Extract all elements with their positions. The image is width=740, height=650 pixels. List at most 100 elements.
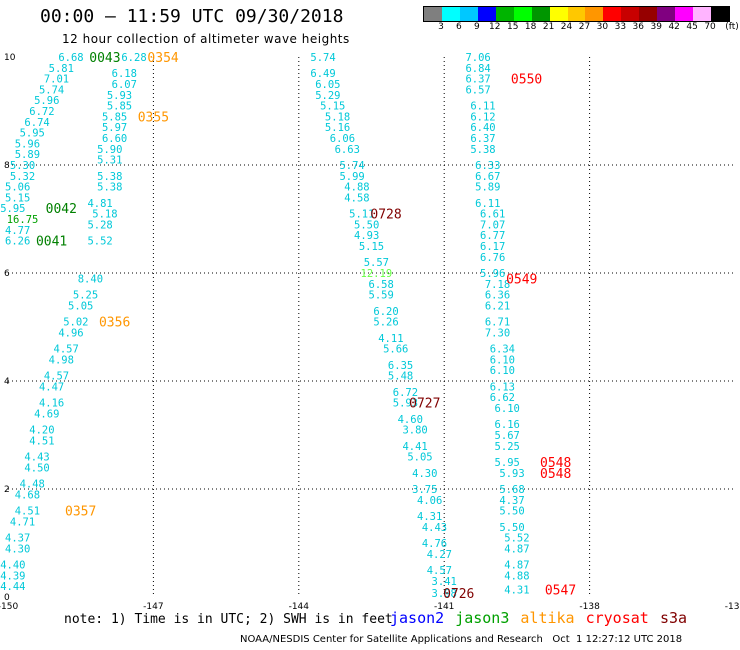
color-scale-label: 18 (524, 22, 537, 32)
wave-height-value: 5.18 (325, 111, 350, 123)
wave-height-value: 5.95 (495, 457, 520, 469)
wave-height-value: 4.40 (0, 560, 25, 572)
wave-height-value: 4.57 (54, 344, 79, 356)
wave-height-value: 4.06 (417, 495, 442, 507)
wave-height-value: 4.41 (402, 441, 427, 453)
wave-height-value: 5.89 (475, 182, 500, 194)
wave-height-value: 5.48 (388, 371, 413, 383)
wave-height-value: 4.51 (15, 506, 40, 518)
pass-time-label: 0547 (545, 583, 576, 598)
wave-height-value: 5.26 (373, 317, 398, 329)
color-swatch (531, 7, 550, 21)
wave-height-value: 4.37 (499, 495, 524, 507)
pass-time-label: 0550 (511, 73, 542, 88)
units-label: (ft) (725, 22, 739, 32)
wave-height-value: 5.59 (369, 290, 394, 302)
wave-height-value: 5.93 (393, 398, 418, 410)
wave-height-value: 6.26 (5, 236, 30, 248)
wave-height-value: 6.84 (465, 63, 490, 75)
wave-height-value: 5.74 (339, 160, 364, 172)
wave-height-value: 6.63 (335, 144, 360, 156)
wave-height-value: 5.68 (499, 484, 524, 496)
wave-height-value: 6.06 (330, 133, 355, 145)
x-tick-label: -150 (0, 602, 18, 612)
wave-height-value: 5.95 (0, 203, 25, 215)
color-scale-label: 30 (596, 22, 609, 32)
color-scale-label: 15 (506, 22, 519, 32)
color-scale-label: 12 (489, 22, 501, 32)
wave-height-value: 4.48 (20, 479, 45, 491)
color-swatch (675, 7, 694, 21)
wave-height-value: 4.16 (39, 398, 64, 410)
pass-time-label: 0548 (540, 467, 571, 482)
color-scale-label: 33 (614, 22, 627, 32)
wave-height-value: 6.72 (29, 106, 54, 118)
color-swatch (657, 7, 676, 21)
wave-height-value: 6.57 (465, 84, 490, 96)
pass-time-label: 0549 (506, 272, 537, 287)
footer-credit: NOAA/NESDIS Center for Satellite Applica… (240, 634, 683, 645)
color-swatch (549, 7, 568, 21)
wave-height-value: 16.75 (7, 214, 39, 226)
wave-height-value: 5.93 (499, 468, 524, 480)
wave-height-value: 3.75 (412, 484, 437, 496)
y-tick-label: 6 (4, 269, 10, 279)
legend-s3a: s3a (660, 609, 688, 627)
wave-height-value: 6.35 (388, 360, 413, 372)
wave-height-value: 5.38 (97, 182, 122, 194)
wave-height-value: 6.76 (480, 252, 505, 264)
wave-height-value: 4.31 (417, 511, 442, 523)
x-tick-label: -141 (434, 602, 454, 612)
y-tick-label: 0 (4, 593, 10, 603)
wave-height-value: 5.66 (383, 344, 408, 356)
wave-height-value: 6.11 (475, 198, 500, 210)
wave-height-value: 4.30 (5, 543, 30, 555)
wave-height-value: 7.01 (44, 74, 69, 86)
x-tick-label: -144 (289, 602, 310, 612)
wave-height-value: 6.21 (485, 300, 510, 312)
color-swatch (693, 7, 711, 21)
wave-height-value: 4.68 (15, 489, 40, 501)
x-tick-label: -135 (725, 602, 740, 612)
wave-height-value: 5.38 (470, 144, 495, 156)
pass-time-label: 0042 (46, 202, 77, 217)
color-scale-label: 42 (668, 22, 680, 32)
color-swatch (424, 7, 442, 21)
wave-height-value: 6.61 (480, 209, 505, 221)
wave-height-value: 4.43 (422, 522, 447, 534)
legend-jason3: jason3 (455, 609, 510, 627)
wave-height-value: 5.85 (102, 111, 127, 123)
wave-height-value: 5.05 (68, 300, 93, 312)
wave-height-value: 5.52 (87, 236, 112, 248)
color-swatch (459, 7, 478, 21)
wave-height-value: 4.50 (24, 462, 49, 474)
color-scale-label: 45 (686, 22, 698, 32)
wave-height-value: 5.96 (15, 138, 40, 150)
color-swatch (477, 7, 496, 21)
wave-height-value: 6.07 (112, 79, 137, 91)
wave-height-value: 7.30 (485, 327, 510, 339)
wave-height-value: 5.50 (354, 219, 379, 231)
wave-height-value: 6.68 (58, 52, 83, 64)
wave-height-value: 5.15 (359, 241, 384, 253)
wave-height-value: 5.05 (407, 452, 432, 464)
wave-height-value: 4.88 (344, 182, 369, 194)
y-tick-label: 10 (4, 53, 16, 63)
wave-height-value: 5.25 (495, 441, 520, 453)
wave-height-value: 4.39 (0, 570, 25, 582)
wave-height-value: 5.38 (97, 171, 122, 183)
wave-height-value: 6.10 (495, 403, 520, 415)
wave-height-value: 5.50 (499, 522, 524, 534)
wave-height-value: 6.60 (102, 133, 127, 145)
pass-time-label: 0548 (540, 456, 571, 471)
wave-height-value: 4.77 (5, 225, 30, 237)
wave-height-value: 4.58 (344, 192, 369, 204)
wave-height-value: 5.50 (499, 506, 524, 518)
wave-height-value: 6.20 (373, 306, 398, 318)
pass-time-label: 0728 (370, 208, 401, 223)
wave-height-value: 6.28 (121, 52, 146, 64)
wave-height-value: 6.36 (485, 290, 510, 302)
wave-height-value: 4.69 (34, 408, 59, 420)
wave-height-value: 6.10 (490, 354, 515, 366)
